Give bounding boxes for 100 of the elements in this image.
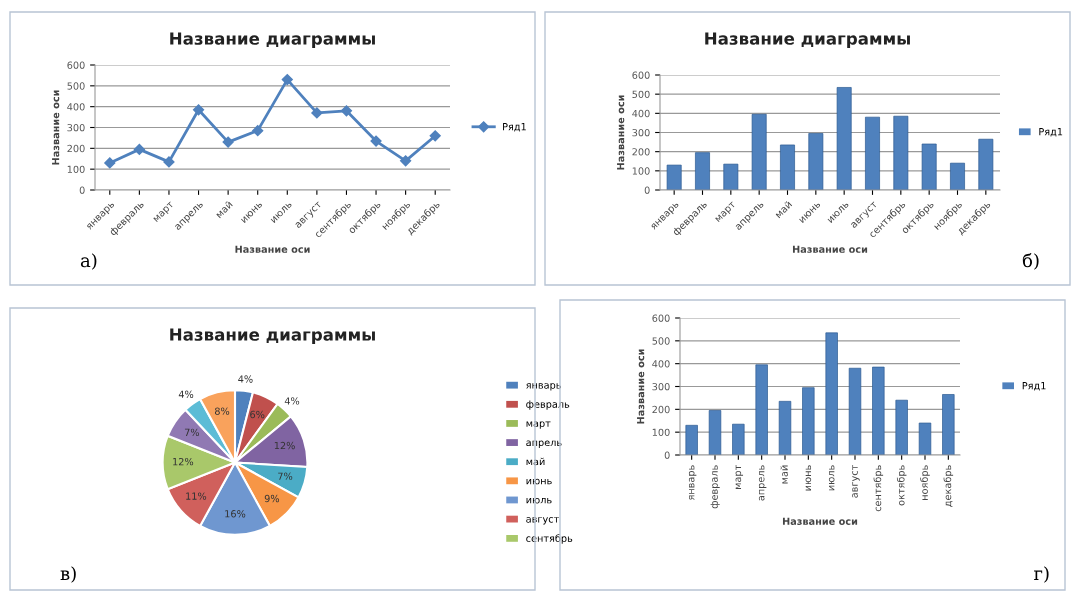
point [400,155,412,167]
x-tick-label: сентябрь [873,465,884,512]
bar [895,399,908,455]
y-tick-label: 500 [632,90,650,98]
legend-label: февраль [526,400,570,410]
x-tick-label: август [852,465,860,498]
bar [732,423,745,455]
text: б) [1022,252,1039,270]
bar [708,410,722,455]
chart-title: Название диаграммы [170,328,375,345]
y-tick-label: 200 [652,405,670,414]
bar [893,115,909,190]
bar [780,144,795,190]
y-tick-label: 0 [79,186,85,194]
point [252,125,264,137]
bar [723,163,739,190]
legend-label: апрель [526,440,562,448]
y-tick-label: 500 [67,82,85,90]
point [222,136,234,148]
point [281,73,293,86]
x-axis-title: Название оси [792,245,868,253]
bar [942,394,955,455]
point [104,157,116,169]
chart-title: Название диаграммы [705,32,910,49]
x-tick-label: декабрь [943,465,954,507]
y-tick-label: 0 [644,186,650,194]
legend-label: сентябрь [526,534,573,544]
legend-label: Ряд1 [1039,128,1063,137]
x-tick-label: май [780,465,788,484]
x-tick-label: январь [688,465,697,500]
y-tick-label: 300 [652,382,670,391]
data-label: 7% [184,428,200,437]
y-tick-label: 0 [664,451,670,459]
y-tick-label: 500 [652,337,670,345]
y-tick-label: 100 [632,167,650,175]
data-label: 4% [238,375,253,383]
y-tick-label: 300 [632,128,650,137]
y-tick-label: 100 [652,428,670,436]
data-label: 4% [284,397,300,405]
x-tick-label: июль [828,465,835,491]
x-tick-label: июнь [805,465,812,491]
y-tick-label: 200 [632,148,650,156]
legend-label: май [526,457,545,466]
chart-title: Название диаграммы [170,32,375,49]
x-tick-label: октябрь [896,465,907,506]
bar [778,400,792,455]
x-tick-label: ноябрь [920,465,930,500]
data-label: 4% [178,390,194,398]
y-tick-label: 200 [67,144,85,153]
y-tick-label: 400 [652,360,670,368]
text: а) [80,253,97,270]
legend-label: Ряд1 [1022,382,1046,391]
x-axis-title: Название оси [235,245,310,253]
bar [918,422,932,455]
bar [666,164,682,190]
bar [950,162,965,190]
y-tick-label: 400 [632,109,650,118]
y-tick-label: 600 [652,314,670,322]
y-tick-label: 300 [67,123,85,132]
x-axis-title: Название оси [782,517,858,525]
point [340,105,353,117]
legend-label: август [526,517,559,525]
bar [802,387,815,455]
text: в) [60,566,76,583]
legend-label: январь [526,383,561,391]
data-label: 8% [214,407,230,415]
data-label: 6% [250,410,265,419]
bar [978,138,994,190]
y-tick-label: 400 [67,103,85,111]
y-tick-label: 600 [632,71,650,79]
x-tick-label: март [735,465,744,489]
bar [808,133,824,190]
bar [695,152,710,190]
bar [872,366,885,455]
point [133,143,145,155]
bar [825,332,838,455]
y-tick-label: 100 [67,165,85,173]
legend-label: март [526,421,551,429]
bar [848,367,862,455]
data-label: 7% [278,472,293,480]
bar [755,364,768,455]
point [429,130,441,142]
data-label: 9% [264,494,280,503]
y-axis-title: Название оси [637,349,645,424]
x-tick-label: февраль [710,465,720,509]
point [163,156,175,168]
point [311,107,323,119]
bar [921,143,937,190]
legend-label: Ряд1 [503,123,526,132]
bar [685,424,698,455]
bar [751,113,767,190]
text: г) [1034,566,1049,583]
bar [865,116,880,190]
y-tick-label: 600 [67,61,85,69]
y-axis-title: Название оси [617,95,625,170]
data-label: 12% [173,457,194,466]
x-tick-label: апрель [758,465,767,501]
point [192,104,205,116]
data-label: 11% [186,492,207,500]
data-label: 16% [225,510,246,518]
